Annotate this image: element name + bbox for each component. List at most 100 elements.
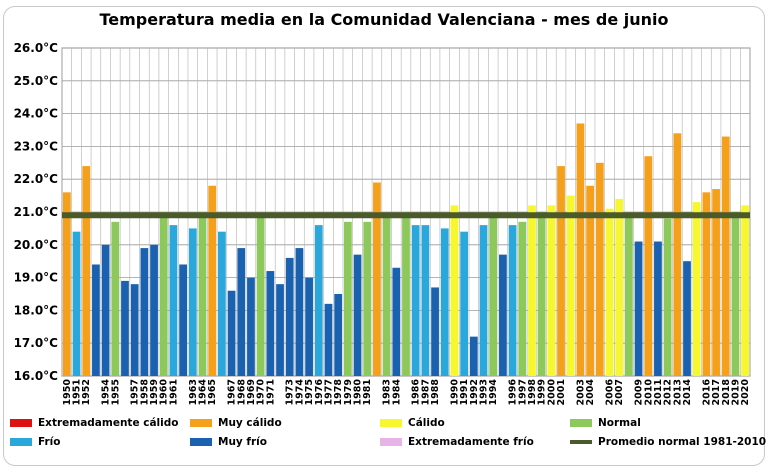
legend-swatch-promedio-normal [570,440,592,444]
x-tick-label: 1957 [130,379,141,405]
x-tick-label: 1958 [139,379,150,406]
legend-label-normal: Normal [598,417,641,429]
x-tick-label: 1968 [236,379,247,406]
x-tick-label: 1975 [304,379,315,405]
bar-2001 [557,166,565,376]
y-tick-label: 23.0°C [14,139,59,153]
bar-2008 [624,215,633,376]
bar-1958 [140,248,149,376]
bar-1999 [537,212,546,376]
bar-2012 [663,218,672,376]
legend-label-calido: Cálido [408,417,445,429]
x-tick-label: 2006 [604,379,615,406]
bar-1972 [276,284,284,376]
x-tick-label: 1951 [72,379,83,405]
bar-1991 [460,231,469,376]
bar-1964 [198,212,207,376]
x-tick-label: 1983 [382,379,393,405]
bar-1953 [92,264,100,376]
bar-1981 [363,221,372,376]
x-tick-label: 1950 [62,379,73,406]
x-tick-label: 1991 [459,379,470,405]
x-tick-label: 2004 [585,379,596,406]
bar-2000 [547,205,556,376]
x-tick-label: 1981 [362,379,373,405]
bar-2007 [615,198,624,376]
legend-item-muy-calido: Muy cálido [190,417,282,429]
legend-label-frio: Frío [38,436,61,448]
x-tick-label: 1961 [168,379,179,405]
bar-2010 [644,156,653,376]
legend-item-frio: Frío [10,436,61,448]
bar-1967 [227,290,236,376]
x-tick-label: 2001 [556,379,567,405]
x-tick-label: 1963 [188,379,199,405]
bar-1963 [188,228,197,376]
bar-1959 [150,244,158,376]
bar-1998 [528,205,536,376]
bar-1951 [72,231,81,376]
bar-1996 [508,225,517,376]
legend-swatch-extremadamente-calido [10,419,32,427]
x-tick-label: 1978 [333,379,344,406]
bar-1990 [450,205,459,376]
bar-1988 [431,287,439,376]
x-tick-label: 1996 [508,379,519,406]
x-tick-label: 2020 [740,379,751,406]
chart-legend: Extremadamente cálido Muy cálido Cálido … [10,414,766,454]
x-tick-label: 2000 [546,379,557,406]
y-tick-label: 22.0°C [14,172,59,186]
bar-1992 [469,336,478,376]
bar-1976 [314,225,323,376]
bar-1977 [324,303,333,376]
y-tick-label: 21.0°C [14,205,59,219]
bar-2011 [654,241,662,376]
bar-1961 [169,225,178,376]
legend-item-extremadamente-frio: Extremadamente frío [380,436,534,448]
x-tick-label: 1987 [420,379,431,405]
x-tick-label: 2003 [575,379,586,405]
legend-label-extremadamente-frio: Extremadamente frío [408,436,534,448]
y-tick-label: 16.0°C [14,369,59,383]
bar-1979 [343,221,352,376]
x-tick-label: 2016 [701,379,712,406]
chart-bars [62,123,750,376]
bar-2009 [634,241,643,376]
x-tick-label: 1973 [285,379,296,405]
legend-swatch-muy-calido [190,419,212,427]
bar-1962 [179,264,188,376]
bar-1968 [237,248,246,376]
x-tick-label: 1974 [294,379,305,406]
y-tick-label: 26.0°C [14,41,59,55]
x-tick-label: 2010 [643,379,654,406]
bar-1983 [382,215,391,376]
bar-1969 [247,277,255,376]
bar-1960 [159,212,168,376]
x-tick-label: 1965 [207,379,218,405]
x-tick-label: 2013 [672,379,683,405]
legend-swatch-normal [570,419,592,427]
x-tick-label: 1971 [265,379,276,405]
bar-1997 [518,221,527,376]
bar-1984 [392,267,401,376]
bar-1957 [130,284,139,376]
bar-2014 [683,261,691,376]
x-tick-label: 1984 [391,379,402,406]
bar-2016 [702,192,711,376]
legend-swatch-extremadamente-frio [380,438,402,446]
x-tick-label: 1992 [469,379,480,405]
bar-1985 [402,212,410,376]
bar-1966 [218,231,226,376]
bar-1982 [373,182,381,376]
x-tick-label: 1964 [198,379,209,406]
bar-1986 [411,225,420,376]
bar-2006 [605,208,614,376]
bar-1980 [353,254,362,376]
x-tick-label: 1969 [246,379,257,405]
x-tick-label: 1967 [227,379,238,405]
x-tick-label: 1998 [527,379,538,406]
legend-item-promedio-normal: Promedio normal 1981-2010 [570,436,766,448]
x-tick-label: 1997 [517,379,528,405]
x-tick-label: 1979 [343,379,354,405]
